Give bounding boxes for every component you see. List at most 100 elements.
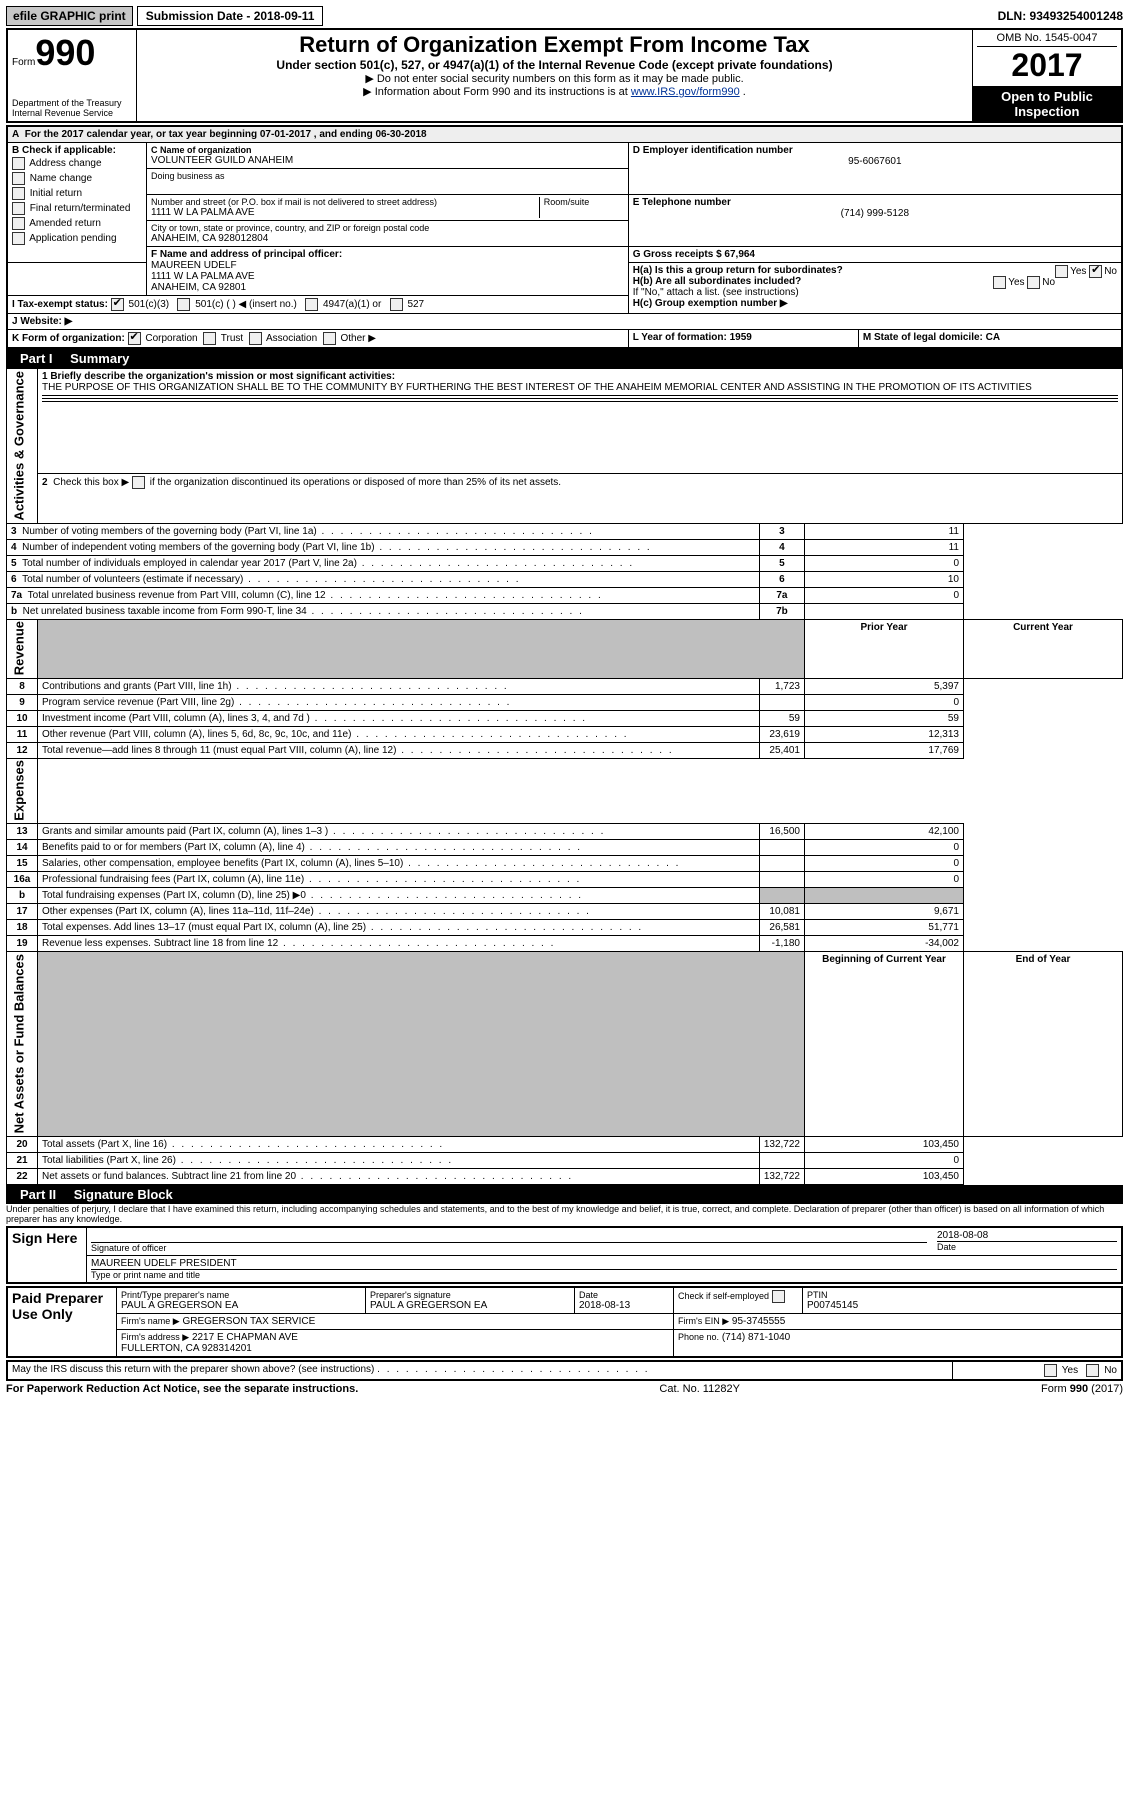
assoc-checkbox[interactable] bbox=[249, 332, 262, 345]
part1-bar: Part I Summary bbox=[6, 349, 1123, 368]
prep-name: PAUL A GREGERSON EA bbox=[121, 1300, 361, 1311]
irs-form990-link[interactable]: www.IRS.gov/form990 bbox=[631, 86, 740, 98]
section-a-label: A bbox=[12, 129, 25, 140]
checklist-label: Name change bbox=[30, 173, 92, 184]
section-m-label: M State of legal domicile: CA bbox=[858, 330, 1122, 349]
ptin-value: P00745145 bbox=[807, 1300, 1117, 1311]
dln: DLN: 93493254001248 bbox=[998, 9, 1123, 23]
sign-here-label: Sign Here bbox=[7, 1227, 87, 1283]
opt-assoc: Association bbox=[266, 333, 317, 344]
prep-date-label: Date bbox=[579, 1290, 669, 1300]
checklist-label: Initial return bbox=[30, 188, 82, 199]
section-g-label: G Gross receipts $ 67,964 bbox=[633, 249, 1117, 260]
irs-label: Internal Revenue Service bbox=[12, 108, 132, 118]
phone-value: (714) 999-5128 bbox=[633, 208, 1117, 219]
ha-label: H(a) Is this a group return for subordin… bbox=[633, 265, 843, 276]
end-year-hdr: End of Year bbox=[964, 952, 1123, 1136]
checkbox[interactable] bbox=[12, 157, 25, 170]
checklist-label: Final return/terminated bbox=[30, 203, 131, 214]
section-j-label: J Website: ▶ bbox=[7, 314, 1122, 330]
mission-label: 1 Briefly describe the organization's mi… bbox=[42, 371, 1118, 382]
part1-title: Summary bbox=[70, 351, 129, 366]
yes-label-2: Yes bbox=[1008, 277, 1024, 288]
corp-checkbox[interactable] bbox=[128, 332, 141, 345]
opt-other: Other ▶ bbox=[340, 333, 375, 344]
checkbox[interactable] bbox=[12, 217, 25, 230]
opt-501c: 501(c) ( ) ◀ (insert no.) bbox=[195, 299, 297, 310]
discuss-no-checkbox[interactable] bbox=[1086, 1364, 1099, 1377]
section-d-label: D Employer identification number bbox=[633, 145, 1117, 156]
501c3-checkbox[interactable] bbox=[111, 298, 124, 311]
hb-yes-checkbox[interactable] bbox=[993, 276, 1006, 289]
checklist-label: Amended return bbox=[29, 218, 101, 229]
top-bar: efile GRAPHIC print Submission Date - 20… bbox=[6, 6, 1123, 26]
yes-label: Yes bbox=[1070, 266, 1086, 277]
section-a-text: For the 2017 calendar year, or tax year … bbox=[25, 129, 427, 140]
prep-date: 2018-08-13 bbox=[579, 1300, 669, 1311]
footer-left: For Paperwork Reduction Act Notice, see … bbox=[6, 1383, 358, 1395]
part1-label: Part I bbox=[12, 349, 61, 368]
firm-name: GREGERSON TAX SERVICE bbox=[182, 1316, 315, 1327]
current-year-hdr: Current Year bbox=[964, 619, 1123, 678]
501c-checkbox[interactable] bbox=[177, 298, 190, 311]
checklist-label: Application pending bbox=[29, 233, 116, 244]
checkbox[interactable] bbox=[12, 202, 25, 215]
self-employed-checkbox[interactable] bbox=[772, 1290, 785, 1303]
checkbox[interactable] bbox=[12, 187, 25, 200]
form-number: 990 bbox=[35, 32, 95, 73]
4947-checkbox[interactable] bbox=[305, 298, 318, 311]
checkbox[interactable] bbox=[12, 172, 25, 185]
city-label: City or town, state or province, country… bbox=[151, 223, 624, 233]
officer-addr2: ANAHEIM, CA 92801 bbox=[151, 282, 624, 293]
discuss-row: May the IRS discuss this return with the… bbox=[6, 1360, 1123, 1381]
opt-501c3: 501(c)(3) bbox=[129, 299, 170, 310]
efile-print-button[interactable]: efile GRAPHIC print bbox=[6, 6, 133, 26]
discuss-label: May the IRS discuss this return with the… bbox=[12, 1364, 374, 1375]
begin-year-hdr: Beginning of Current Year bbox=[805, 952, 964, 1136]
officer-name: MAUREEN UDELF bbox=[151, 260, 624, 271]
hc-label: H(c) Group exemption number ▶ bbox=[633, 298, 1117, 309]
firm-name-label: Firm's name ▶ bbox=[121, 1316, 180, 1326]
checkbox[interactable] bbox=[12, 232, 25, 245]
section-f-label: F Name and address of principal officer: bbox=[151, 249, 624, 260]
trust-checkbox[interactable] bbox=[203, 332, 216, 345]
other-checkbox[interactable] bbox=[323, 332, 336, 345]
firm-addr-label: Firm's address ▶ bbox=[121, 1332, 189, 1342]
sign-date-label: Date bbox=[937, 1242, 1117, 1252]
firm-phone: (714) 871-1040 bbox=[722, 1332, 790, 1343]
opt-trust: Trust bbox=[221, 333, 243, 344]
entity-block: A For the 2017 calendar year, or tax yea… bbox=[6, 125, 1123, 349]
section-k-label: K Form of organization: bbox=[12, 333, 125, 344]
527-checkbox[interactable] bbox=[390, 298, 403, 311]
addr-label: Number and street (or P.O. box if mail i… bbox=[151, 197, 539, 207]
paid-preparer-label: Paid Preparer Use Only bbox=[7, 1287, 117, 1357]
discuss-yes-checkbox[interactable] bbox=[1044, 1364, 1057, 1377]
firm-ein-label: Firm's EIN ▶ bbox=[678, 1316, 729, 1326]
section-e-label: E Telephone number bbox=[633, 197, 1117, 208]
firm-ein: 95-3745555 bbox=[732, 1316, 785, 1327]
checklist-label: Address change bbox=[29, 158, 101, 169]
officer-name-title: MAUREEN UDELF PRESIDENT bbox=[91, 1258, 1117, 1269]
form-subtitle: Under section 501(c), 527, or 4947(a)(1)… bbox=[141, 58, 968, 72]
firm-addr: 2217 E CHAPMAN AVE bbox=[192, 1332, 298, 1343]
hb-no-checkbox[interactable] bbox=[1027, 276, 1040, 289]
part2-label: Part II bbox=[12, 1185, 64, 1204]
prior-year-hdr: Prior Year bbox=[805, 619, 964, 678]
side-gov: Activities & Governance bbox=[7, 369, 38, 524]
side-rev: Revenue bbox=[7, 619, 38, 678]
no-label: No bbox=[1104, 266, 1117, 277]
ha-yes-checkbox[interactable] bbox=[1055, 265, 1068, 278]
hb-label: H(b) Are all subordinates included? bbox=[633, 276, 802, 287]
ha-no-checkbox[interactable] bbox=[1089, 265, 1102, 278]
no-label-2: No bbox=[1042, 277, 1055, 288]
tax-year: 2017 bbox=[977, 47, 1117, 84]
street-address: 1111 W LA PALMA AVE bbox=[151, 207, 539, 218]
firm-city: FULLERTON, CA 928314201 bbox=[121, 1343, 252, 1354]
summary-table: Activities & Governance 1 Briefly descri… bbox=[6, 368, 1123, 1185]
footer: For Paperwork Reduction Act Notice, see … bbox=[6, 1383, 1123, 1395]
discuss-no: No bbox=[1104, 1365, 1117, 1376]
dept-treasury: Department of the Treasury bbox=[12, 98, 132, 108]
section-c-name-label: C Name of organization bbox=[151, 145, 624, 155]
line2-checkbox[interactable] bbox=[132, 476, 145, 489]
paid-preparer-block: Paid Preparer Use Only Print/Type prepar… bbox=[6, 1286, 1123, 1358]
